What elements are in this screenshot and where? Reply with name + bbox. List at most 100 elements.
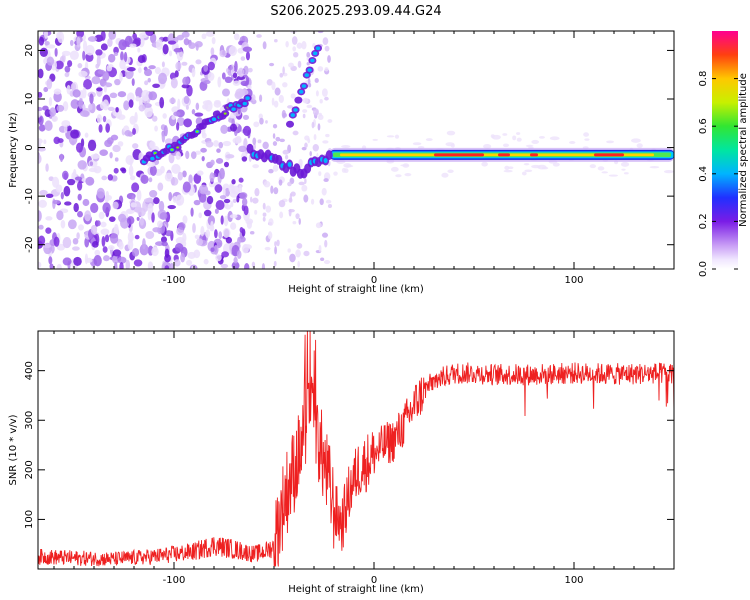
noise-blob <box>49 107 57 117</box>
noise-blob <box>69 39 74 47</box>
noise-blob <box>322 37 329 45</box>
ridge-peak <box>434 153 484 157</box>
noise-blob <box>90 153 100 160</box>
noise-blob <box>137 47 141 53</box>
noise-blob <box>175 61 182 71</box>
noise-blob <box>192 222 196 234</box>
noise-blob <box>208 181 216 188</box>
noise-blob <box>102 115 107 123</box>
noise-blob <box>412 142 422 146</box>
noise-blob <box>64 201 72 206</box>
noise-blob <box>79 110 90 117</box>
noise-blob <box>262 212 267 217</box>
noise-blob <box>446 130 456 136</box>
noise-blob <box>72 89 81 98</box>
noise-blob <box>270 185 274 194</box>
noise-blob <box>390 166 399 172</box>
noise-blob <box>84 253 89 265</box>
noise-blob <box>268 218 274 226</box>
noise-blob <box>45 163 49 172</box>
ridge-blob-core <box>307 68 312 72</box>
noise-blob <box>569 141 576 144</box>
noise-blob <box>78 70 88 78</box>
noise-blob <box>220 215 224 225</box>
noise-blob <box>84 237 90 248</box>
noise-blob <box>282 82 288 88</box>
noise-blob <box>504 165 510 170</box>
noise-blob <box>94 249 101 256</box>
noise-blob <box>198 192 207 203</box>
noise-blob <box>124 130 132 137</box>
noise-blob <box>291 36 298 45</box>
noise-blob <box>232 198 237 204</box>
noise-blob <box>307 77 311 85</box>
noise-blob <box>228 65 233 71</box>
noise-blob <box>38 68 44 79</box>
noise-blob <box>284 154 289 160</box>
noise-blob <box>222 140 232 147</box>
ridge-blob-core <box>310 58 315 63</box>
noise-blob <box>318 171 322 177</box>
noise-blob <box>218 141 224 149</box>
noise-blob <box>274 87 281 96</box>
noise-blob <box>49 263 54 269</box>
noise-blob <box>132 32 138 40</box>
noise-blob <box>77 193 82 201</box>
noise-blob <box>190 151 197 160</box>
noise-blob <box>129 43 137 48</box>
noise-blob <box>151 115 158 122</box>
y-tick-label: 0 <box>24 144 35 150</box>
noise-blob <box>295 249 301 258</box>
noise-blob <box>252 137 257 145</box>
noise-blob <box>272 123 278 129</box>
noise-blob <box>481 161 488 167</box>
noise-blob <box>119 261 124 269</box>
noise-blob <box>221 72 226 80</box>
noise-blob <box>319 98 323 104</box>
noise-blob <box>118 213 127 223</box>
x-tick-label: 100 <box>564 275 583 286</box>
noise-blob <box>253 121 260 128</box>
noise-blob <box>54 60 64 70</box>
ridge-peak <box>594 153 624 157</box>
ridge-blob-core <box>293 108 298 112</box>
ridge-band-core <box>340 153 654 157</box>
noise-blob <box>402 163 410 168</box>
noise-blob <box>98 211 105 220</box>
x-tick-label: 0 <box>371 275 377 286</box>
noise-blob <box>636 143 643 149</box>
noise-blob <box>38 138 43 145</box>
colorbar: 0.0 0.2 0.4 0.6 0.8 Normalized spectral ampl… <box>698 31 749 277</box>
noise-blob <box>137 67 142 74</box>
noise-blob <box>193 173 202 184</box>
noise-blob <box>144 105 154 118</box>
y-tick-label: 400 <box>24 361 35 380</box>
noise-blob <box>228 184 235 193</box>
noise-blob <box>303 250 310 257</box>
noise-blob <box>140 174 149 185</box>
noise-blob <box>240 80 249 87</box>
noise-blob <box>53 91 62 103</box>
noise-blob <box>242 125 252 137</box>
noise-blob <box>67 219 77 230</box>
noise-blob <box>200 147 207 153</box>
noise-blob <box>259 94 263 103</box>
noise-blob <box>93 255 102 267</box>
noise-blob <box>149 189 158 198</box>
noise-blob <box>61 120 71 127</box>
noise-blob <box>96 87 103 92</box>
noise-blob <box>117 256 127 264</box>
noise-blob <box>158 200 165 212</box>
noise-blob <box>185 150 190 160</box>
noise-blob <box>135 96 140 102</box>
noise-blob <box>144 103 152 108</box>
noise-blob <box>538 135 545 139</box>
colorbar-tick-label: 0.4 <box>698 166 709 182</box>
noise-blob <box>262 41 267 50</box>
noise-blob <box>589 164 597 169</box>
noise-blob <box>606 140 614 144</box>
noise-blob <box>502 143 510 148</box>
noise-blob <box>113 52 119 57</box>
noise-blob <box>191 109 196 115</box>
y-tick-label: 300 <box>24 411 35 430</box>
